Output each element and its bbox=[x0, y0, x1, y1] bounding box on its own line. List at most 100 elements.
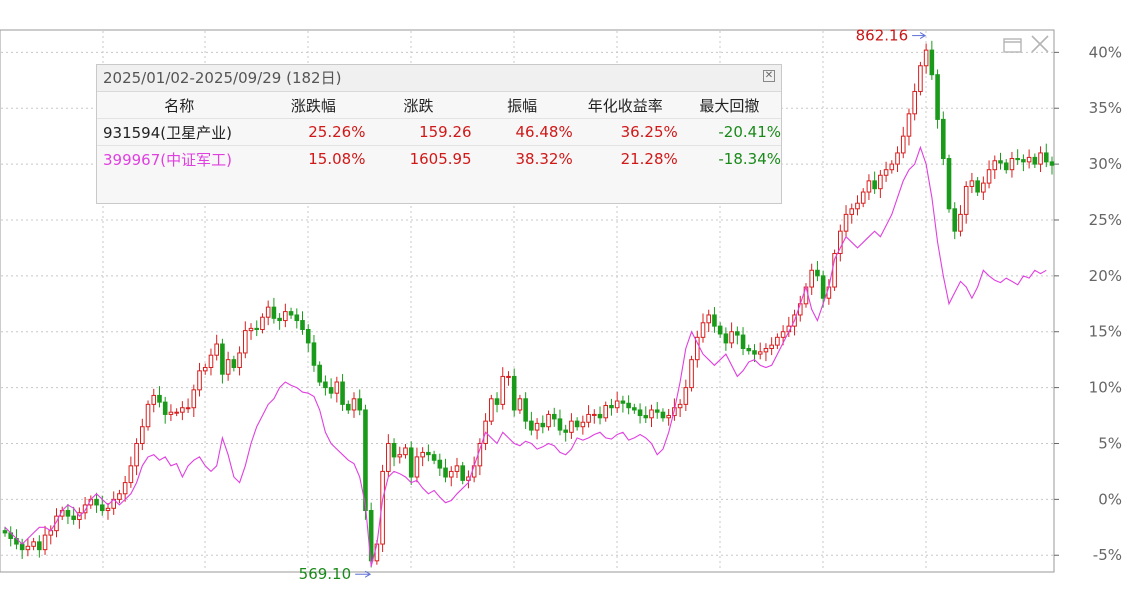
candle-body bbox=[185, 407, 191, 410]
candle-body bbox=[700, 322, 706, 338]
candle bbox=[317, 361, 322, 386]
candle-body bbox=[99, 504, 105, 512]
candle-body bbox=[277, 317, 282, 322]
row-pct: 15.08% bbox=[308, 150, 366, 168]
candle bbox=[94, 492, 99, 513]
candle-body bbox=[420, 451, 425, 458]
candle-body bbox=[506, 375, 511, 378]
row-name: 931594(卫星产业) bbox=[97, 118, 262, 146]
low-value-label: 569.10 bbox=[299, 565, 352, 583]
candle bbox=[603, 401, 609, 422]
candle-body bbox=[260, 316, 265, 330]
candle-body bbox=[752, 350, 757, 355]
candle bbox=[729, 322, 734, 349]
candle bbox=[254, 320, 260, 337]
candle bbox=[454, 457, 460, 479]
candle bbox=[180, 401, 185, 421]
candle bbox=[855, 195, 860, 216]
candle-body bbox=[534, 422, 540, 431]
candle bbox=[912, 83, 917, 121]
candle bbox=[151, 388, 157, 413]
candle bbox=[1038, 146, 1043, 173]
candle bbox=[117, 489, 122, 504]
candle-body bbox=[357, 398, 363, 411]
candle bbox=[1049, 156, 1055, 175]
candle-body bbox=[317, 364, 322, 383]
candle-body bbox=[214, 343, 219, 356]
stats-row-military[interactable]: 399967(中证军工) 15.08% 1605.95 38.32% 21.28… bbox=[97, 146, 781, 173]
candle bbox=[1043, 143, 1049, 168]
stats-table: 名称 涨跌幅 涨跌 振幅 年化收益率 最大回撤 931594(卫星产业) 25.… bbox=[97, 92, 781, 172]
candle bbox=[2, 526, 8, 537]
candle-body bbox=[769, 344, 774, 349]
candle bbox=[940, 111, 946, 166]
candle bbox=[717, 322, 723, 338]
candle bbox=[597, 406, 603, 425]
candle-body bbox=[42, 534, 48, 551]
candle bbox=[998, 152, 1003, 170]
candle bbox=[643, 406, 649, 424]
candle bbox=[540, 415, 546, 434]
candle bbox=[752, 344, 757, 363]
candle bbox=[1003, 159, 1009, 174]
restore-icon[interactable] bbox=[1003, 35, 1023, 53]
header-change: 涨跌 bbox=[403, 96, 434, 115]
candlestick-series bbox=[2, 40, 1055, 568]
y-tick-label: -5% bbox=[1093, 546, 1122, 564]
candle-body bbox=[557, 418, 563, 431]
candle bbox=[1032, 153, 1038, 169]
candle bbox=[380, 464, 385, 552]
candle-body bbox=[614, 400, 620, 409]
candle-body bbox=[574, 420, 580, 428]
candle-body bbox=[300, 320, 305, 330]
candle bbox=[860, 188, 866, 208]
candle bbox=[935, 69, 940, 129]
candle-body bbox=[311, 342, 317, 366]
candle bbox=[202, 363, 208, 375]
candle-body bbox=[403, 447, 408, 456]
candle-body bbox=[872, 180, 877, 190]
candle bbox=[208, 348, 214, 376]
candle bbox=[460, 461, 466, 485]
candle bbox=[723, 327, 729, 351]
candle-body bbox=[134, 442, 139, 467]
candle-body bbox=[815, 269, 820, 277]
candle bbox=[248, 323, 254, 340]
candle bbox=[443, 458, 448, 483]
candle bbox=[757, 342, 763, 360]
candle bbox=[923, 43, 929, 74]
candle bbox=[494, 392, 500, 413]
candle-body bbox=[334, 381, 340, 394]
panel-close-icon[interactable]: ✕ bbox=[763, 70, 775, 82]
candle bbox=[334, 376, 340, 403]
candle bbox=[1015, 149, 1020, 165]
row-amplitude: 46.48% bbox=[471, 118, 573, 146]
candle-body bbox=[929, 49, 935, 76]
candle-body bbox=[294, 314, 300, 322]
candle-body bbox=[1003, 162, 1009, 171]
candle-body bbox=[25, 545, 31, 551]
candle bbox=[386, 434, 391, 477]
candle bbox=[963, 181, 969, 224]
candle bbox=[746, 344, 752, 355]
candle bbox=[42, 525, 48, 555]
candle-body bbox=[969, 180, 975, 187]
candle bbox=[260, 313, 265, 334]
row-amplitude: 38.32% bbox=[515, 150, 573, 168]
candle-body bbox=[157, 394, 162, 403]
candle-body bbox=[397, 454, 403, 458]
high-marker-arrowhead bbox=[919, 32, 927, 40]
candle-body bbox=[37, 541, 42, 551]
row-pct: 25.26% bbox=[261, 118, 366, 146]
candle-body bbox=[197, 370, 202, 391]
stats-row-satellite[interactable]: 931594(卫星产业) 25.26% 159.26 46.48% 36.25%… bbox=[97, 118, 781, 146]
candle bbox=[626, 395, 631, 415]
candle bbox=[431, 450, 437, 465]
candle-body bbox=[122, 482, 128, 495]
candle-body bbox=[414, 456, 420, 478]
candle bbox=[878, 170, 883, 198]
close-icon[interactable] bbox=[1030, 35, 1050, 53]
candle-body bbox=[712, 314, 717, 327]
candle-body bbox=[71, 515, 76, 520]
candle bbox=[574, 417, 580, 431]
